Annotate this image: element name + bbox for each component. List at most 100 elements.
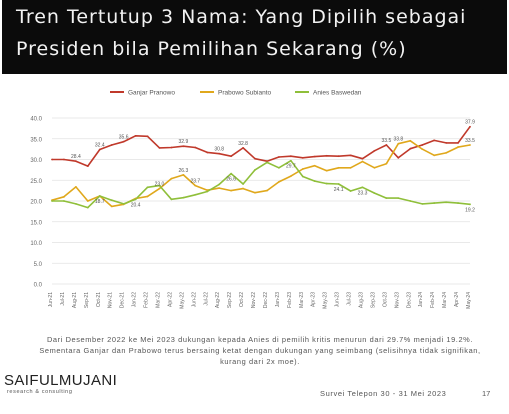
data-point <box>194 146 197 149</box>
x-tick-label: Sep-23 <box>370 292 376 308</box>
data-point <box>278 166 280 169</box>
data-point <box>158 184 161 187</box>
data-point <box>289 175 292 177</box>
data-point <box>349 154 352 157</box>
x-tick-label: Oct-22 <box>239 292 245 307</box>
data-point <box>206 151 209 154</box>
x-tick-label: May-24 <box>466 292 472 309</box>
data-point <box>397 197 400 199</box>
x-tick-label: Nov-22 <box>251 292 257 308</box>
data-label: 26.3 <box>179 168 189 174</box>
data-label: 35.6 <box>119 135 129 141</box>
y-tick-label: 10.0 <box>30 241 42 247</box>
data-point <box>51 158 53 161</box>
data-point <box>445 142 448 144</box>
data-point <box>278 156 280 158</box>
data-point <box>301 156 304 159</box>
x-tick-label: May-23 <box>323 292 329 309</box>
data-label: 33.5 <box>465 138 475 144</box>
x-tick-label: Oct-21 <box>96 292 102 307</box>
data-point <box>325 182 328 185</box>
data-point <box>134 198 137 201</box>
data-point <box>469 203 471 206</box>
x-tick-label: Dec-22 <box>263 292 269 308</box>
slide-title-line2: Presiden bila Pemilihan Sekarang (%) <box>16 38 407 60</box>
data-point <box>254 157 256 160</box>
data-point <box>86 200 89 202</box>
data-point <box>242 146 244 149</box>
data-point <box>230 155 233 158</box>
data-point <box>86 206 89 209</box>
data-label: 23.0 <box>155 182 165 188</box>
data-point <box>385 162 388 165</box>
data-label: 26.6 <box>226 177 236 183</box>
x-tick-label: Jan-23 <box>275 292 281 308</box>
series-line <box>51 140 471 208</box>
legend-entry: Prabowo Subianto <box>218 90 272 97</box>
data-point <box>63 158 65 161</box>
x-tick-label: Sep-21 <box>84 292 90 308</box>
data-label: 19.2 <box>465 207 475 213</box>
data-point <box>289 155 292 158</box>
data-point <box>206 190 209 193</box>
data-point <box>63 200 65 202</box>
data-point <box>122 203 125 205</box>
data-point <box>421 203 424 205</box>
data-point <box>98 148 101 151</box>
x-tick-label: Sep-22 <box>227 292 233 308</box>
x-tick-label: Jun-22 <box>191 292 197 308</box>
data-point <box>182 196 185 199</box>
data-point <box>469 125 471 128</box>
company-logo-tagline: research & consulting <box>7 389 73 395</box>
x-tick-label: Jan-24 <box>418 292 424 308</box>
x-tick-label: Nov-23 <box>394 292 400 308</box>
data-point <box>158 187 161 190</box>
x-tick-label: Aug-21 <box>72 292 78 308</box>
data-point <box>409 147 412 150</box>
data-point <box>242 187 244 190</box>
data-point <box>469 144 471 146</box>
data-point <box>457 142 459 144</box>
data-point <box>134 134 137 137</box>
data-point <box>373 149 376 152</box>
series-line <box>52 159 471 209</box>
data-point <box>230 189 233 192</box>
data-label: 24.1 <box>334 187 344 193</box>
data-point <box>158 146 161 149</box>
x-tick-label: Aug-22 <box>215 292 221 308</box>
data-point <box>182 145 185 148</box>
data-point <box>361 186 364 189</box>
x-tick-label: Jun-23 <box>335 292 341 308</box>
x-tick-label: May-22 <box>179 292 185 309</box>
data-label: 33.5 <box>382 138 392 144</box>
x-tick-label: Apr-23 <box>311 292 317 307</box>
y-tick-label: 20.0 <box>30 200 42 206</box>
data-point <box>170 198 173 201</box>
x-tick-label: Apr-24 <box>454 292 460 307</box>
data-point <box>325 169 328 172</box>
chart-note-line1: Dari Desember 2022 ke Mei 2023 dukungan … <box>47 335 473 344</box>
data-label: 23.3 <box>358 190 368 196</box>
x-tick-label: Dec-23 <box>406 292 412 308</box>
x-tick-label: Dec-21 <box>120 292 126 308</box>
data-label: 23.7 <box>190 179 200 185</box>
x-tick-label: Jul-22 <box>203 292 209 306</box>
data-point <box>86 165 89 168</box>
data-point <box>74 185 77 188</box>
data-label: 28.4 <box>71 154 81 160</box>
data-point <box>254 168 256 171</box>
data-point <box>218 152 221 155</box>
line-chart: 0.0 5.0 10.0 15.0 20.0 25.0 30.0 35.0 40.0 Jun-21… <box>30 90 475 309</box>
data-point <box>266 189 268 192</box>
data-point <box>301 175 304 178</box>
data-point <box>122 140 125 143</box>
data-point <box>457 202 459 204</box>
data-point <box>409 139 412 142</box>
data-label: 32.9 <box>179 139 189 145</box>
data-point <box>194 184 197 187</box>
company-logo: SAIFULMUJANI <box>4 372 118 389</box>
data-point <box>146 195 149 198</box>
data-point <box>146 135 149 138</box>
x-tick-label: Apr-22 <box>167 292 173 307</box>
data-label: 29.7 <box>286 164 296 170</box>
